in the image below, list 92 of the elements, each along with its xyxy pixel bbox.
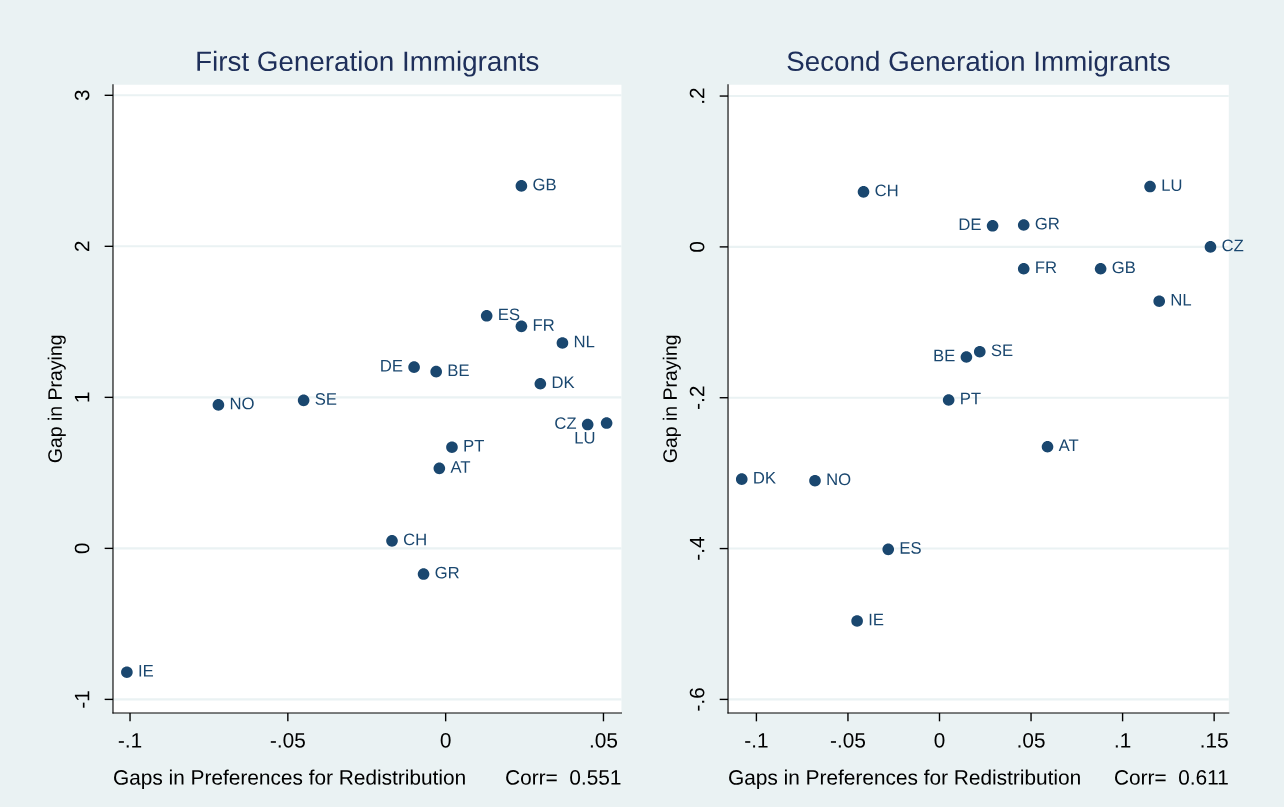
point [581, 418, 594, 431]
y-tick-label: 3 [74, 90, 90, 101]
annotation: SE [991, 344, 1013, 357]
annotation: DK [552, 376, 575, 389]
y-tick-label: 0 [689, 241, 705, 252]
point [960, 351, 973, 363]
point [1017, 219, 1030, 231]
point [417, 568, 430, 580]
annotation: LU [1162, 179, 1182, 192]
point [212, 399, 225, 411]
annotation: PT [464, 440, 484, 452]
annotation: CH [875, 184, 898, 197]
point [600, 417, 613, 429]
annotation: DE [959, 218, 981, 231]
point [882, 543, 895, 556]
point [851, 615, 863, 627]
annotation: BE [934, 349, 955, 362]
point [534, 377, 547, 390]
point [1144, 180, 1156, 193]
annotation: BE [448, 364, 469, 376]
annotation: NO [827, 473, 851, 486]
annotation: NO [230, 397, 254, 410]
x-tick-label: -.1 [118, 733, 142, 748]
y-axis-title: Gap in Praying [662, 335, 681, 463]
annotation: CH [403, 533, 426, 546]
y-tick-label: -.2 [689, 386, 705, 409]
annotation: AT [450, 461, 471, 473]
annotation: NL [574, 335, 595, 348]
x-tick-label: -.05 [270, 732, 305, 748]
point [1017, 262, 1030, 275]
annotation: DK [754, 472, 776, 484]
y-tick-label: 2 [74, 241, 90, 252]
point [515, 320, 528, 333]
point [386, 535, 398, 547]
annotation: SE [315, 393, 337, 405]
annotation: CZ [1222, 239, 1244, 252]
text: Corr= 0.611 [1115, 770, 1228, 785]
point [1204, 241, 1217, 253]
point [1041, 440, 1054, 453]
point [973, 345, 986, 358]
x-axis-title: Gaps in Preferences for Redistribution [114, 769, 465, 789]
annotation: GB [533, 178, 556, 191]
annotation: AT [1058, 439, 1079, 452]
point [408, 361, 420, 373]
y-tick-label: .2 [689, 88, 705, 103]
annotation: GB [1112, 261, 1135, 274]
annotation: DE [381, 359, 403, 372]
annotation: GR [1035, 217, 1060, 230]
point [446, 441, 458, 453]
x-tick-label: .1 [1115, 733, 1131, 748]
annotation: GR [435, 566, 459, 579]
y-tick-label: -1 [74, 691, 90, 708]
x-tick-label: -.1 [745, 733, 768, 748]
text: Corr= 0.551 [506, 770, 621, 785]
point [556, 337, 569, 349]
point [986, 219, 999, 232]
annotation: NL [1171, 294, 1192, 306]
annotation: LU [575, 431, 595, 444]
point [1153, 295, 1166, 307]
y-tick-label: 0 [74, 543, 90, 554]
y-tick-label: -.4 [689, 537, 705, 560]
chart-title: Second Generation Immigrants [787, 50, 1170, 77]
annotation: ES [499, 308, 520, 321]
point [515, 180, 528, 192]
annotation: PT [961, 392, 981, 405]
point [857, 186, 870, 198]
x-tick-label: -.05 [830, 732, 866, 748]
point [121, 666, 133, 679]
y-axis-title: Gap in Praying [47, 335, 66, 463]
point [735, 473, 748, 485]
annotation: IE [869, 613, 884, 626]
x-axis-title: Gaps in Preferences for Redistribution [729, 769, 1080, 789]
point [1094, 262, 1107, 275]
x-tick-label: .05 [590, 732, 618, 748]
chart-title: First Generation Immigrants [197, 50, 539, 77]
point [433, 462, 446, 475]
point [942, 394, 955, 406]
annotation: ES [900, 541, 921, 554]
x-tick-label: .05 [1018, 732, 1045, 748]
x-tick-label: 0 [934, 732, 945, 748]
y-tick-label: 1 [74, 392, 90, 402]
point [297, 394, 310, 407]
annotation: CZ [555, 417, 577, 430]
point [430, 365, 442, 378]
x-tick-label: .15 [1201, 733, 1228, 748]
point [480, 309, 493, 322]
annotation: FR [533, 319, 554, 331]
y-tick-label: -.6 [689, 688, 705, 711]
annotation: IE [139, 665, 154, 677]
point [809, 474, 821, 487]
x-tick-label: 0 [440, 732, 451, 748]
annotation: FR [1036, 261, 1057, 274]
